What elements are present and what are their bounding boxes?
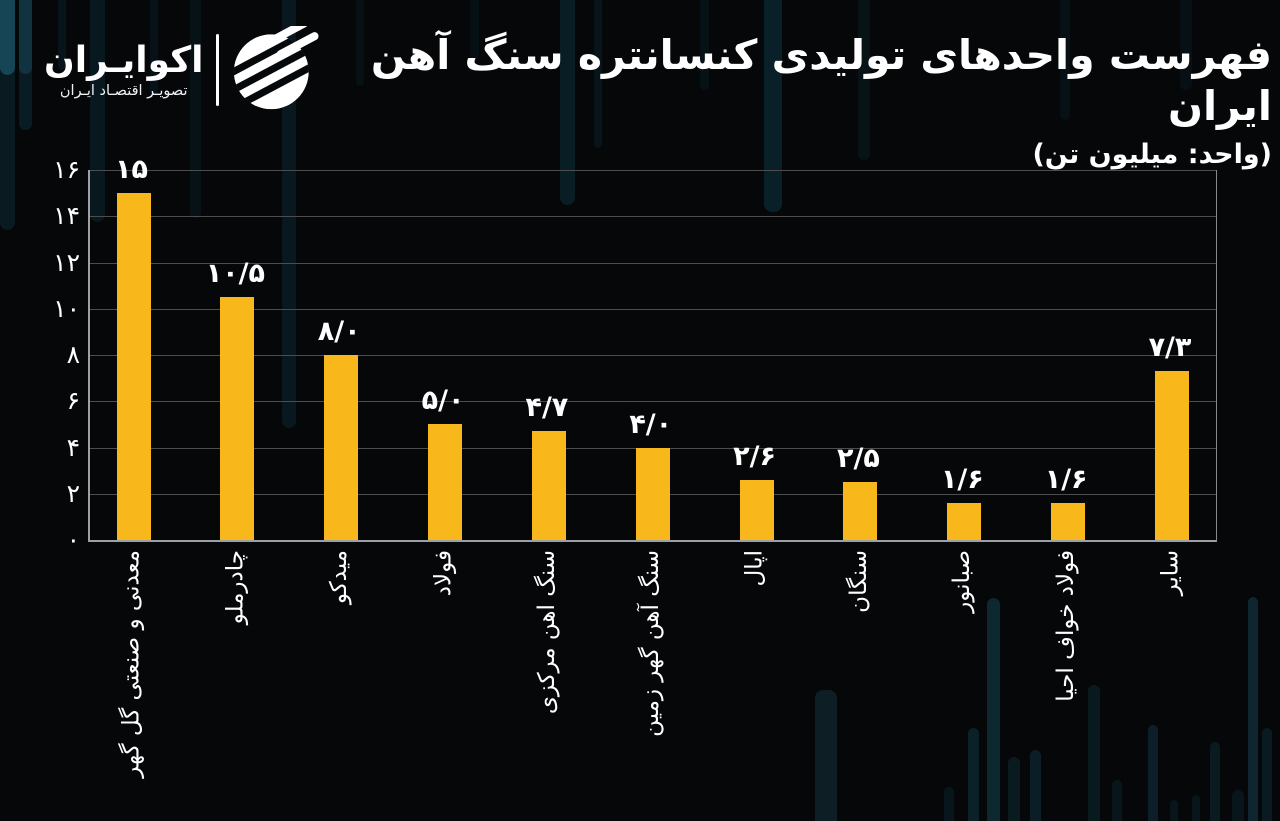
background-accent-bar [356, 0, 364, 86]
background-accent-bar [1170, 800, 1178, 821]
gridline-10 [90, 308, 1216, 310]
category-label-0: معدنی و صنعتی گل گهر [118, 550, 145, 778]
brand-logo: اکوایـران تصویـر اقتصـاد ایـران [44, 26, 332, 114]
background-accent-bar [815, 690, 837, 821]
category-label-5: سنگ آهن گهر زمین [637, 550, 664, 737]
background-accent-bar [1008, 757, 1020, 821]
category-label-9: فولاد خواف احیا [1053, 550, 1080, 702]
chart-bar-7 [843, 482, 878, 540]
category-label-6: اپال [741, 550, 768, 587]
ecoiran-striped-circle-icon [234, 26, 320, 110]
background-accent-bar [1088, 685, 1100, 821]
brand-text: اکوایـران تصویـر اقتصـاد ایـران [44, 41, 203, 100]
chart-bar-0 [116, 193, 151, 540]
chart-bar-2 [324, 355, 359, 540]
background-accent-bar [594, 0, 602, 148]
background-accent-bar [944, 787, 954, 821]
brand-tagline: تصویـر اقتصـاد ایـران [59, 83, 188, 100]
background-accent-bar [858, 0, 870, 160]
category-label-3: فولاد [430, 550, 457, 597]
background-accent-bar [1060, 0, 1070, 120]
chart-bar-6 [739, 479, 774, 540]
background-accent-bar [1248, 597, 1258, 821]
gridline-6 [90, 401, 1216, 403]
chart-bar-4 [531, 431, 566, 540]
background-accent-bar [58, 0, 66, 70]
background-accent-bar [470, 0, 479, 60]
chart-bar-8 [947, 503, 982, 540]
brand-name: اکوایـران [44, 39, 204, 81]
background-accent-bar [560, 0, 575, 205]
background-accent-bar [190, 0, 201, 218]
background-accent-bar [987, 598, 1000, 821]
y-tick-label-4: ۴ [66, 432, 80, 462]
chart-bar-5 [635, 447, 670, 540]
category-label-10: سایر [1157, 550, 1183, 596]
background-accent-bar [0, 0, 15, 75]
bar-chart-plot [88, 170, 1217, 542]
category-label-7: سنگان [845, 550, 872, 613]
chart-bar-3 [428, 424, 463, 540]
y-tick-label-6: ۶ [66, 386, 80, 416]
y-tick-label-2: ۲ [66, 478, 80, 508]
chart-title: فهرست واحدهای تولیدی کنسانتره سنگ آهن ای… [370, 31, 1272, 131]
background-accent-bar [90, 0, 105, 222]
background-accent-bar [700, 0, 709, 90]
background-accent-bar [1232, 790, 1244, 821]
background-accent-bar [1148, 725, 1158, 821]
brand-separator [216, 34, 220, 106]
background-accent-bar [282, 0, 296, 428]
category-label-4: سنگ اهن مرکزی [533, 550, 560, 715]
background-accent-bar [1262, 728, 1272, 821]
category-label-8: صبانور [949, 550, 976, 613]
y-tick-label-12: ۱۲ [53, 247, 80, 277]
y-tick-label-10: ۱۰ [53, 293, 80, 323]
y-tick-label-0: ۰ [66, 525, 80, 554]
background-accent-bar [1180, 0, 1192, 90]
background-accent-bar [764, 0, 782, 212]
gridline-12 [90, 262, 1216, 264]
chart-bar-1 [220, 297, 255, 540]
gridline-8 [90, 355, 1216, 356]
title-block: فهرست واحدهای تولیدی کنسانتره سنگ آهن ای… [312, 30, 1272, 170]
background-accent-bar [1192, 795, 1200, 821]
unit-note: (واحد: میلیون تن) [1032, 138, 1272, 170]
background-accent-bar [968, 728, 979, 821]
gridline-16 [90, 170, 1216, 171]
category-label-1: چادرملو [222, 550, 249, 625]
category-label-2: میدکو [326, 550, 353, 605]
background-accent-bar [1112, 780, 1122, 821]
chart-bar-10 [1155, 371, 1189, 540]
background-accent-bar [19, 0, 32, 74]
chart-bar-9 [1051, 503, 1086, 540]
background-accent-bar [1030, 750, 1041, 821]
background-accent-bar [1210, 742, 1220, 821]
background-accent-bar [150, 0, 158, 95]
y-tick-label-8: ۸ [66, 340, 80, 369]
gridline-14 [90, 216, 1216, 218]
